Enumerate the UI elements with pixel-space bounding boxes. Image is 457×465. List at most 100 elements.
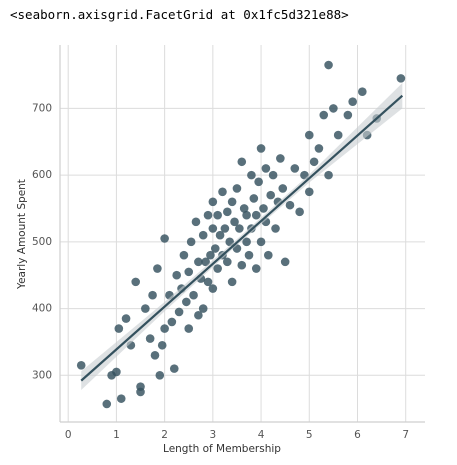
data-point xyxy=(324,170,333,180)
data-point xyxy=(237,157,247,167)
y-tick-label: 500 xyxy=(32,236,52,248)
data-point xyxy=(210,244,220,253)
data-point xyxy=(271,224,280,233)
data-point xyxy=(114,324,124,333)
data-point xyxy=(112,367,121,377)
data-point xyxy=(213,264,222,273)
data-point xyxy=(254,177,263,187)
data-point xyxy=(172,270,181,280)
data-point xyxy=(348,97,357,107)
y-tick-label: 400 xyxy=(32,303,52,315)
data-point xyxy=(167,317,177,327)
data-point xyxy=(198,230,208,240)
data-point xyxy=(239,204,249,213)
data-point xyxy=(160,234,169,243)
data-point xyxy=(116,394,126,403)
data-point xyxy=(251,264,261,273)
data-point xyxy=(208,197,218,207)
data-point xyxy=(201,257,210,267)
data-point xyxy=(206,250,215,260)
data-point xyxy=(259,204,268,213)
data-point xyxy=(131,277,141,287)
data-point xyxy=(256,237,266,247)
data-point xyxy=(295,207,304,217)
x-tick-label: 1 xyxy=(113,429,120,441)
data-point xyxy=(278,184,288,193)
data-point xyxy=(76,360,86,370)
data-point xyxy=(189,290,198,300)
data-point xyxy=(329,104,338,113)
data-point xyxy=(242,237,251,247)
data-point xyxy=(203,210,213,220)
data-point xyxy=(232,184,242,193)
data-point xyxy=(285,200,295,210)
y-tick-label: 600 xyxy=(32,169,52,181)
data-point xyxy=(191,217,201,227)
data-point xyxy=(150,350,160,360)
x-axis-label: Length of Membership xyxy=(163,443,281,455)
x-tick-label: 5 xyxy=(306,429,313,441)
data-point xyxy=(304,187,314,197)
x-tick-label: 6 xyxy=(354,429,361,441)
y-tick-label: 300 xyxy=(32,369,52,381)
y-axis-label: Yearly Amount Spent xyxy=(16,179,28,290)
data-point xyxy=(227,277,237,287)
data-point xyxy=(194,257,203,267)
data-point xyxy=(184,267,194,277)
data-point xyxy=(280,257,290,267)
data-point xyxy=(235,224,244,233)
data-point xyxy=(230,217,239,227)
data-point xyxy=(160,324,169,333)
data-point xyxy=(324,60,333,70)
x-tick-label: 7 xyxy=(402,429,409,441)
data-point xyxy=(155,370,165,380)
data-point xyxy=(290,164,300,173)
data-point xyxy=(251,210,261,220)
data-point xyxy=(136,382,145,391)
data-point xyxy=(256,144,266,153)
data-point xyxy=(237,260,247,270)
data-point xyxy=(247,170,256,180)
data-point xyxy=(184,324,194,333)
data-point xyxy=(319,110,329,120)
data-point xyxy=(157,340,167,350)
x-tick-label: 2 xyxy=(161,429,168,441)
data-point xyxy=(227,197,237,207)
data-point xyxy=(174,307,184,317)
output-text: <seaborn.axisgrid.FacetGrid at 0x1fc5d32… xyxy=(10,7,349,22)
data-point xyxy=(314,144,324,153)
data-point xyxy=(242,210,251,220)
data-point xyxy=(249,194,259,203)
data-point xyxy=(186,237,196,247)
y-tick-label: 700 xyxy=(32,102,52,114)
data-point xyxy=(145,334,155,343)
data-point xyxy=(268,170,278,180)
data-point xyxy=(263,250,273,260)
data-point xyxy=(244,250,254,260)
data-point xyxy=(169,364,179,373)
data-point xyxy=(276,154,285,163)
data-point xyxy=(218,187,227,197)
data-point xyxy=(102,399,112,409)
data-point xyxy=(396,74,406,83)
data-point xyxy=(309,157,319,167)
x-tick-label: 4 xyxy=(258,429,265,441)
data-point xyxy=(182,297,191,307)
data-point xyxy=(266,190,276,200)
regression-line xyxy=(80,94,404,382)
data-point xyxy=(215,230,225,240)
data-point xyxy=(213,210,222,220)
data-point xyxy=(203,277,213,287)
data-point xyxy=(223,257,232,267)
data-point xyxy=(208,284,218,293)
x-tick-label: 0 xyxy=(65,429,72,441)
data-point xyxy=(194,310,203,320)
confidence-band xyxy=(81,83,403,390)
data-point xyxy=(198,304,208,313)
data-point xyxy=(220,224,230,233)
data-point xyxy=(148,290,157,300)
data-point xyxy=(333,130,343,140)
data-point xyxy=(343,110,353,120)
x-tick-label: 3 xyxy=(210,429,217,441)
